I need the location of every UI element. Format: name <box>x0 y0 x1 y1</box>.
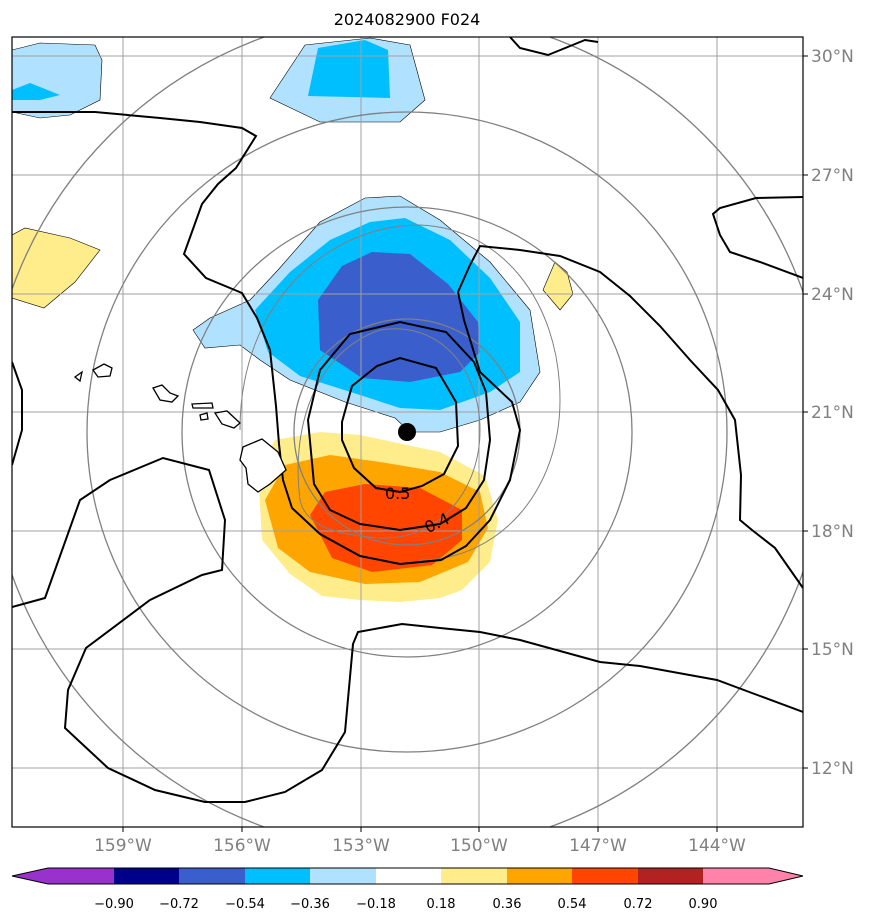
lon-gridlines <box>122 37 718 827</box>
contour-label-0.5: 0.5 <box>385 484 410 503</box>
colorbar-swatch <box>245 868 310 884</box>
lat-label-15n: 15°N <box>811 640 854 660</box>
colorbar-tick: −0.36 <box>290 897 330 912</box>
colorbar: −0.90 −0.72 −0.54 −0.36 −0.18 0.18 0.36 … <box>11 867 804 912</box>
storm-center-marker <box>398 423 416 441</box>
lon-label-153w: 153°W <box>332 836 390 856</box>
colorbar-swatch <box>638 868 703 884</box>
colorbar-tick: 0.90 <box>689 897 718 912</box>
thin-contours <box>239 224 561 561</box>
lat-label-21n: 21°N <box>811 403 854 423</box>
colorbar-swatch <box>114 868 179 884</box>
lat-label-12n: 12°N <box>811 759 854 779</box>
colorbar-tick: −0.72 <box>159 897 199 912</box>
colorbar-tick: −0.18 <box>356 897 396 912</box>
lat-labels: 30°N 27°N 24°N 21°N 18°N 15°N 12°N <box>803 47 854 779</box>
colorbar-tick: −0.54 <box>225 897 265 912</box>
colorbar-swatch <box>179 868 245 884</box>
lon-label-159w: 159°W <box>94 836 152 856</box>
colorbar-tick: 0.36 <box>493 897 522 912</box>
lat-label-27n: 27°N <box>811 166 854 186</box>
map-area: 0.5 0.4 <box>12 37 803 827</box>
lat-label-30n: 30°N <box>811 47 854 67</box>
lon-labels: 159°W 156°W 153°W 150°W 147°W 144°W <box>94 827 746 856</box>
lat-gridlines <box>12 55 803 769</box>
colorbar-swatch <box>507 868 572 884</box>
lon-label-156w: 156°W <box>213 836 271 856</box>
colorbar-extend-low <box>12 868 48 884</box>
lon-label-150w: 150°W <box>450 836 508 856</box>
colorbar-swatch <box>376 868 441 884</box>
colorbar-swatch <box>703 868 769 884</box>
colorbar-swatch <box>48 868 114 884</box>
colorbar-swatch <box>310 868 376 884</box>
map-title: 2024082900 F024 <box>333 10 481 29</box>
colorbar-tick: 0.54 <box>558 897 587 912</box>
colorbar-swatch <box>572 868 638 884</box>
lon-label-144w: 144°W <box>688 836 746 856</box>
thick-contours <box>12 37 803 803</box>
hawaiian-islands-coastline <box>73 363 287 493</box>
colorbar-tick: 0.18 <box>427 897 456 912</box>
colorbar-swatch <box>441 868 507 884</box>
map-border <box>11 36 804 828</box>
colorbar-tick: −0.90 <box>94 897 134 912</box>
shaded-negative-field <box>12 37 541 433</box>
colorbar-extend-high <box>769 868 803 884</box>
lon-label-147w: 147°W <box>569 836 627 856</box>
lat-label-18n: 18°N <box>811 522 854 542</box>
lat-label-24n: 24°N <box>811 285 854 305</box>
colorbar-tick: 0.72 <box>624 897 653 912</box>
